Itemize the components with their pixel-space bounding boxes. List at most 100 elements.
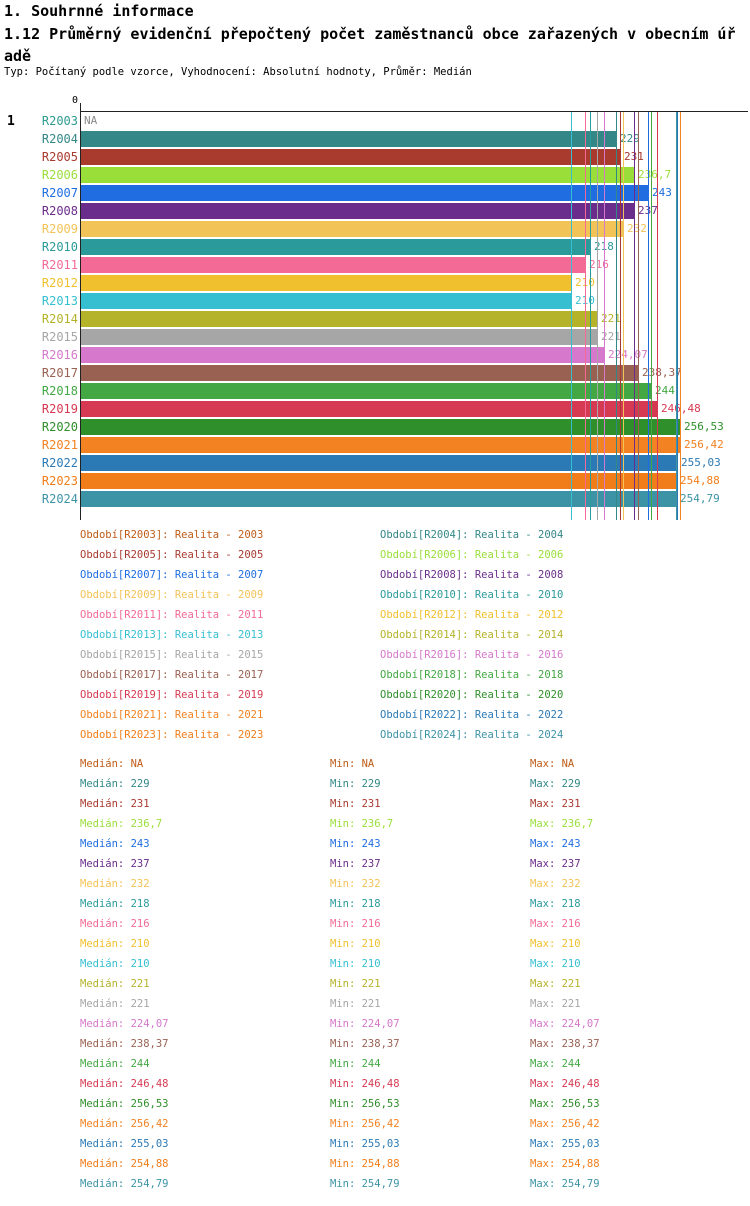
bar-row-label: R2004 bbox=[41, 132, 78, 146]
legend-item: Období[R2021]: Realita - 2021 bbox=[80, 709, 264, 721]
bar-value-label: 254,79 bbox=[680, 492, 720, 505]
stat-median: Medián: 238,37 bbox=[80, 1038, 169, 1050]
median-min-max-marker-line bbox=[623, 112, 624, 520]
stat-min: Min: 256,53 bbox=[330, 1098, 400, 1110]
bar bbox=[81, 455, 678, 471]
bar bbox=[81, 221, 624, 237]
stat-min: Min: 254,79 bbox=[330, 1178, 400, 1190]
bar bbox=[81, 383, 652, 399]
bar bbox=[81, 131, 617, 147]
legend-item: Období[R2003]: Realita - 2003 bbox=[80, 529, 264, 541]
legend-item: Období[R2005]: Realita - 2005 bbox=[80, 549, 264, 561]
stat-max: Max: 231 bbox=[530, 798, 581, 810]
bar bbox=[81, 473, 677, 489]
stat-max: Max: 255,03 bbox=[530, 1138, 600, 1150]
stat-median: Medián: 255,03 bbox=[80, 1138, 169, 1150]
stat-median: Medián: 229 bbox=[80, 778, 150, 790]
bar-row-label: R2016 bbox=[41, 348, 78, 362]
bar bbox=[81, 419, 681, 435]
stat-max: Max: 254,88 bbox=[530, 1158, 600, 1170]
bar-value-label: 236,7 bbox=[638, 168, 672, 181]
bar-value-label: 232 bbox=[627, 222, 647, 235]
stat-min: Min: 244 bbox=[330, 1058, 381, 1070]
stat-max: Max: 246,48 bbox=[530, 1078, 600, 1090]
bar bbox=[81, 149, 621, 165]
stat-median: Medián: 243 bbox=[80, 838, 150, 850]
bar bbox=[81, 293, 572, 309]
stat-min: Min: 254,88 bbox=[330, 1158, 400, 1170]
bar-value-label: 256,53 bbox=[684, 420, 724, 433]
legend-item: Období[R2014]: Realita - 2014 bbox=[380, 629, 564, 641]
stat-min: Min: 231 bbox=[330, 798, 381, 810]
legend-item: Období[R2008]: Realita - 2008 bbox=[380, 569, 564, 581]
bar-row-label: R2014 bbox=[41, 312, 78, 326]
bar-value-label: 210 bbox=[575, 295, 595, 307]
bar bbox=[81, 185, 649, 201]
stat-min: Min: 221 bbox=[330, 998, 381, 1010]
bar-value-label: 224,07 bbox=[608, 348, 648, 361]
legend-item: Období[R2024]: Realita - 2024 bbox=[380, 729, 564, 741]
legend-item: Období[R2022]: Realita - 2022 bbox=[380, 709, 564, 721]
median-min-max-marker-line bbox=[620, 112, 621, 520]
stat-median: Medián: 236,7 bbox=[80, 818, 163, 830]
stat-median: Medián: NA bbox=[80, 758, 144, 770]
stat-min: Min: 256,42 bbox=[330, 1118, 400, 1130]
median-min-max-marker-line bbox=[651, 112, 652, 520]
bar-row-label: R2015 bbox=[41, 330, 78, 344]
stat-median: Medián: 224,07 bbox=[80, 1018, 169, 1030]
stat-max: Max: 254,79 bbox=[530, 1178, 600, 1190]
stat-max: Max: 210 bbox=[530, 938, 581, 950]
stat-min: Min: 236,7 bbox=[330, 818, 394, 830]
bar-value-label: 218 bbox=[594, 241, 614, 253]
stat-min: Min: 243 bbox=[330, 838, 381, 850]
stat-median: Medián: 221 bbox=[80, 998, 150, 1010]
stat-max: Max: 221 bbox=[530, 998, 581, 1010]
report-meta: Typ: Počítaný podle vzorce, Vyhodnocení:… bbox=[4, 66, 472, 78]
median-min-max-marker-line bbox=[590, 112, 591, 520]
median-min-max-marker-line bbox=[680, 112, 681, 520]
bar-row-label: R2005 bbox=[41, 150, 78, 164]
median-min-max-marker-line bbox=[638, 112, 639, 520]
bar-row-label: R2008 bbox=[41, 204, 78, 218]
stat-median: Medián: 256,42 bbox=[80, 1118, 169, 1130]
legend-item: Období[R2016]: Realita - 2016 bbox=[380, 649, 564, 661]
stat-median: Medián: 237 bbox=[80, 858, 150, 870]
stat-min: Min: 210 bbox=[330, 958, 381, 970]
stat-min: Min: NA bbox=[330, 758, 375, 770]
y-axis-line bbox=[80, 103, 81, 520]
bar-row-label: R2011 bbox=[41, 258, 78, 272]
legend-item: Období[R2013]: Realita - 2013 bbox=[80, 629, 264, 641]
stat-min: Min: 238,37 bbox=[330, 1038, 400, 1050]
stat-median: Medián: 254,79 bbox=[80, 1178, 169, 1190]
median-min-max-marker-line bbox=[571, 112, 572, 520]
legend-item: Období[R2009]: Realita - 2009 bbox=[80, 589, 264, 601]
x-axis-line bbox=[80, 111, 748, 112]
legend-item: Období[R2011]: Realita - 2011 bbox=[80, 609, 264, 621]
stat-min: Min: 246,48 bbox=[330, 1078, 400, 1090]
bar-row-label: R2022 bbox=[41, 456, 78, 470]
bar-value-label: 221 bbox=[601, 330, 621, 343]
bar-value-label: 254,88 bbox=[680, 474, 720, 487]
bar-value-label: 216 bbox=[589, 258, 609, 271]
bar-value-label: 256,42 bbox=[684, 438, 724, 451]
stat-median: Medián: 216 bbox=[80, 918, 150, 930]
stat-median: Medián: 232 bbox=[80, 878, 150, 890]
stat-max: Max: 232 bbox=[530, 878, 581, 890]
legend-item: Období[R2012]: Realita - 2012 bbox=[380, 609, 564, 621]
stat-median: Medián: 221 bbox=[80, 978, 150, 990]
legend-item: Období[R2019]: Realita - 2019 bbox=[80, 689, 264, 701]
bar-value-label: 210 bbox=[575, 277, 595, 289]
stat-min: Min: 216 bbox=[330, 918, 381, 930]
stat-median: Medián: 210 bbox=[80, 938, 150, 950]
legend-item: Období[R2018]: Realita - 2018 bbox=[380, 669, 564, 681]
legend-item: Období[R2017]: Realita - 2017 bbox=[80, 669, 264, 681]
median-min-max-marker-line bbox=[657, 112, 658, 520]
report-title: 1.12 Průměrný evidenční přepočtený počet… bbox=[4, 25, 736, 65]
bar-value-label: 237 bbox=[638, 205, 658, 217]
median-min-max-marker-line bbox=[676, 112, 677, 520]
stat-min: Min: 232 bbox=[330, 878, 381, 890]
legend-item: Období[R2023]: Realita - 2023 bbox=[80, 729, 264, 741]
bar-row-label: R2024 bbox=[41, 492, 78, 506]
stat-median: Medián: 210 bbox=[80, 958, 150, 970]
bar-row-label: R2007 bbox=[41, 186, 78, 200]
